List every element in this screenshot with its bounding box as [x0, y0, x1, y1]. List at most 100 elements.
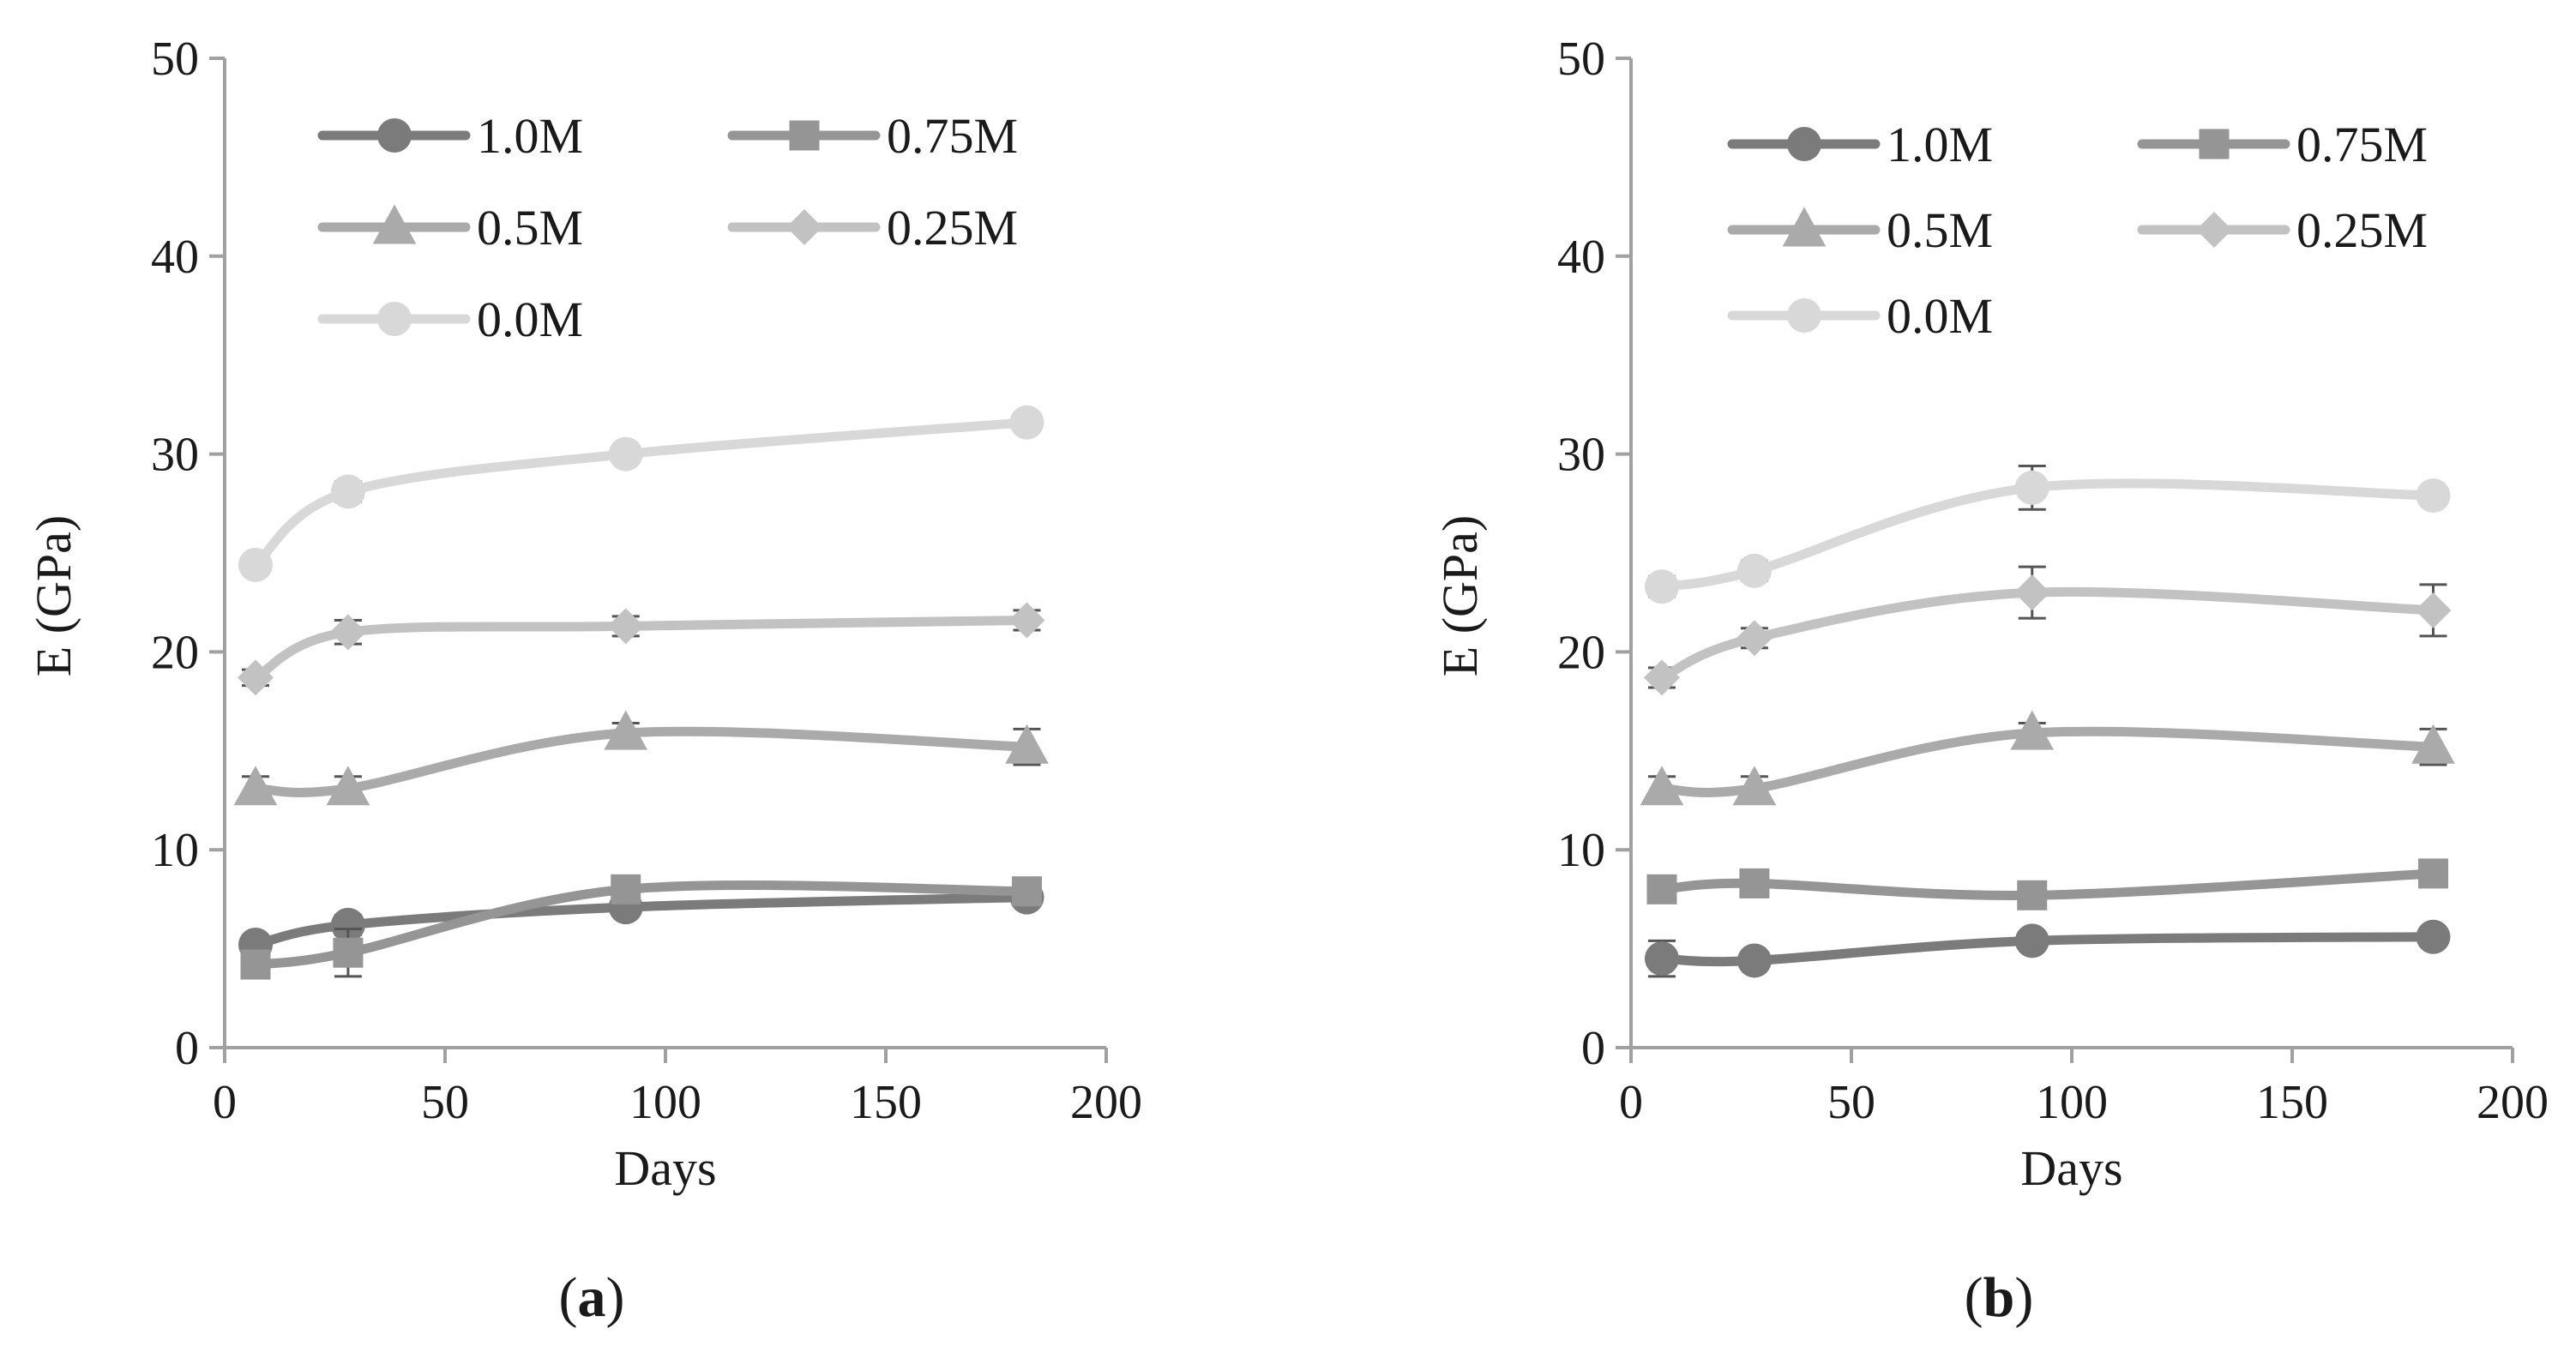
- x-tick-label-b-3: 150: [2256, 1076, 2328, 1129]
- series-line-a-0-5M: [250, 726, 1032, 797]
- data-point-a-0-25M-1: [329, 614, 366, 651]
- x-tick-label-b-2: 100: [2036, 1076, 2108, 1129]
- data-point-b-0-0M-2: [2014, 470, 2049, 505]
- legend-marker-a-0-0M: [377, 302, 412, 336]
- data-point-a-0-25M-2: [607, 608, 644, 645]
- series-line-b-1-0M: [1657, 932, 2438, 967]
- data-point-b-0-5M-0: [1640, 766, 1684, 806]
- legend-marker-b-1-0M: [1787, 127, 1821, 161]
- data-point-a-0-75M-2: [611, 874, 641, 904]
- data-point-b-0-25M-3: [2415, 592, 2452, 628]
- chart-panel-b: 0 10 20 30 40 50 0 50 100 150 200 Days E (GPa) 1.0M 0.…: [1432, 33, 2549, 1329]
- legend-item-b-1-0M: 1.0M: [1727, 117, 1993, 172]
- y-tick-label-b-4: 40: [1557, 231, 1605, 284]
- legend-marker-b-0-25M: [2196, 212, 2232, 248]
- legend-item-b-0-5M: 0.5M: [1727, 202, 1993, 258]
- y-tick-label-b-1: 10: [1557, 824, 1605, 877]
- data-point-b-0-5M-3: [2411, 724, 2455, 764]
- data-point-b-0-75M-0: [1646, 874, 1677, 904]
- data-point-b-0-5M-2: [2010, 710, 2055, 750]
- x-tick-label-a-4: 200: [1070, 1076, 1142, 1129]
- x-tick-label-a-3: 150: [850, 1076, 922, 1129]
- legend-label-a-0-0M: 0.0M: [477, 291, 583, 347]
- data-point-a-0-0M-1: [330, 474, 365, 509]
- data-point-a-0-5M-3: [1005, 724, 1049, 764]
- panel-a-caption: (a): [559, 1266, 625, 1329]
- y-tick-label-a-1: 10: [151, 824, 199, 877]
- legend-item-b-0-25M: 0.25M: [2137, 202, 2428, 258]
- x-tick-label-a-2: 100: [629, 1076, 701, 1129]
- data-point-b-1-0M-3: [2416, 919, 2451, 954]
- x-tick-label-a-1: 50: [421, 1076, 469, 1129]
- data-point-a-0-25M-0: [237, 659, 274, 696]
- y-tick-label-b-5: 50: [1557, 33, 1605, 86]
- legend-label-a-1-0M: 1.0M: [477, 108, 583, 164]
- legend-label-b-0-5M: 0.5M: [1887, 202, 1993, 258]
- legend-marker-b-0-75M: [2199, 129, 2230, 159]
- legend-item-a-0-75M: 0.75M: [727, 108, 1018, 164]
- data-point-b-0-25M-2: [2013, 574, 2050, 611]
- legend-item-a-0-5M: 0.5M: [317, 200, 583, 255]
- chart-panel-a: 0 10 20 30 40 50 0 50 100 150 200 Days E (GPa) 1.0M 0.…: [26, 33, 1142, 1329]
- chart-b-marks: 0 10 20 30 40 50 0 50 100 150 200 Days E (GPa) 1.0M 0.…: [1432, 33, 2549, 1196]
- data-point-a-0-5M-2: [604, 710, 648, 750]
- data-point-a-0-25M-3: [1008, 602, 1045, 639]
- data-point-a-0-75M-0: [240, 949, 271, 980]
- legend-item-a-0-25M: 0.25M: [727, 200, 1018, 255]
- x-tick-label-a-0: 0: [213, 1076, 237, 1129]
- data-point-b-0-5M-1: [1732, 766, 1777, 806]
- x-tick-label-b-1: 50: [1827, 1076, 1875, 1129]
- legend-label-a-0-25M: 0.25M: [887, 200, 1018, 255]
- legend-label-b-0-25M: 0.25M: [2296, 202, 2428, 258]
- series-line-a-0-0M: [250, 418, 1032, 570]
- y-tick-label-b-2: 20: [1557, 626, 1605, 679]
- y-tick-label-a-0: 0: [175, 1022, 199, 1075]
- x-axis-title-b: Days: [2020, 1140, 2122, 1196]
- y-axis-title-b: E (GPa): [1432, 515, 1488, 676]
- data-point-b-0-75M-2: [2017, 880, 2048, 910]
- data-point-b-1-0M-1: [1736, 943, 1772, 978]
- data-point-b-0-75M-3: [2417, 858, 2448, 889]
- series-line-b-0-5M: [1657, 726, 2438, 797]
- legend-marker-a-0-5M: [372, 204, 417, 244]
- legend-item-a-1-0M: 1.0M: [317, 108, 583, 164]
- data-point-b-0-75M-1: [1739, 868, 1770, 898]
- legend-item-a-0-0M: 0.0M: [317, 291, 583, 347]
- legend-label-a-0-5M: 0.5M: [477, 200, 583, 255]
- legend-item-b-0-0M: 0.0M: [1727, 288, 1993, 344]
- legend-marker-a-0-25M: [786, 209, 822, 245]
- x-tick-label-b-4: 200: [2477, 1076, 2549, 1129]
- y-tick-label-a-3: 30: [151, 429, 199, 482]
- x-tick-label-b-0: 0: [1619, 1076, 1643, 1129]
- y-axis-title-a: E (GPa): [26, 515, 81, 676]
- series-line-b-0-0M: [1657, 478, 2438, 592]
- data-point-a-0-0M-0: [238, 547, 273, 582]
- legend-marker-a-1-0M: [377, 118, 412, 153]
- y-tick-label-b-3: 30: [1557, 429, 1605, 482]
- legend-marker-b-0-5M: [1782, 207, 1827, 247]
- data-point-a-0-75M-1: [333, 937, 364, 968]
- legend-label-a-0-75M: 0.75M: [887, 108, 1018, 164]
- chart-a-marks: 0 10 20 30 40 50 0 50 100 150 200 Days E (GPa) 1.0M 0.…: [26, 33, 1142, 1196]
- y-tick-label-a-5: 50: [151, 33, 199, 86]
- data-point-b-0-0M-0: [1644, 569, 1679, 604]
- data-point-b-0-25M-1: [1736, 620, 1773, 657]
- legend-item-b-0-75M: 0.75M: [2137, 117, 2428, 172]
- data-point-b-0-0M-3: [2416, 478, 2451, 514]
- series-line-a-0-25M: [250, 616, 1032, 682]
- y-tick-label-a-2: 20: [151, 626, 199, 679]
- series-line-a-1-0M: [250, 892, 1032, 950]
- data-point-a-0-5M-0: [233, 766, 278, 806]
- y-tick-label-a-4: 40: [151, 231, 199, 284]
- legend-marker-a-0-75M: [789, 120, 820, 151]
- data-point-a-0-0M-2: [608, 436, 643, 472]
- data-point-b-1-0M-2: [2014, 923, 2049, 958]
- data-point-a-1-0M-1: [330, 907, 365, 942]
- data-point-a-0-0M-3: [1009, 405, 1044, 440]
- data-point-b-0-25M-0: [1643, 659, 1680, 696]
- data-point-b-1-0M-0: [1644, 941, 1679, 976]
- legend-label-b-1-0M: 1.0M: [1887, 117, 1993, 172]
- legend-label-b-0-75M: 0.75M: [2296, 117, 2428, 172]
